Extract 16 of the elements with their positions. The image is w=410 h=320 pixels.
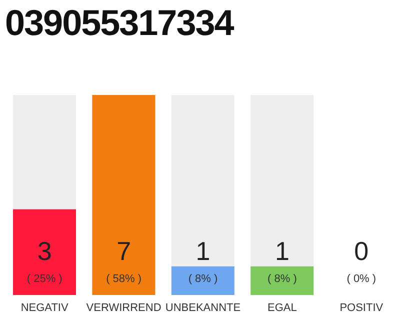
chart-title: 039055317334	[5, 2, 234, 44]
data-label: 7	[116, 236, 132, 266]
data-label: 1	[274, 236, 290, 266]
data-label: 0	[354, 236, 369, 266]
x-tick-label: NEGATIV	[20, 302, 69, 314]
x-tick-label: POSITIV	[340, 302, 384, 314]
annotation: ( 0% )	[346, 273, 376, 285]
data-label: 1	[196, 236, 210, 266]
x-tick-label: VERWIRREND	[86, 302, 162, 314]
annotation: ( 58% )	[106, 273, 142, 285]
x-tick-label: EGAL	[268, 302, 297, 314]
annotation: ( 8% )	[268, 273, 297, 285]
annotation: ( 25% )	[26, 273, 62, 285]
x-tick-label: UNBEKANNTE	[165, 302, 241, 314]
data-label: 3	[37, 236, 52, 266]
annotation: ( 8% )	[188, 273, 218, 285]
